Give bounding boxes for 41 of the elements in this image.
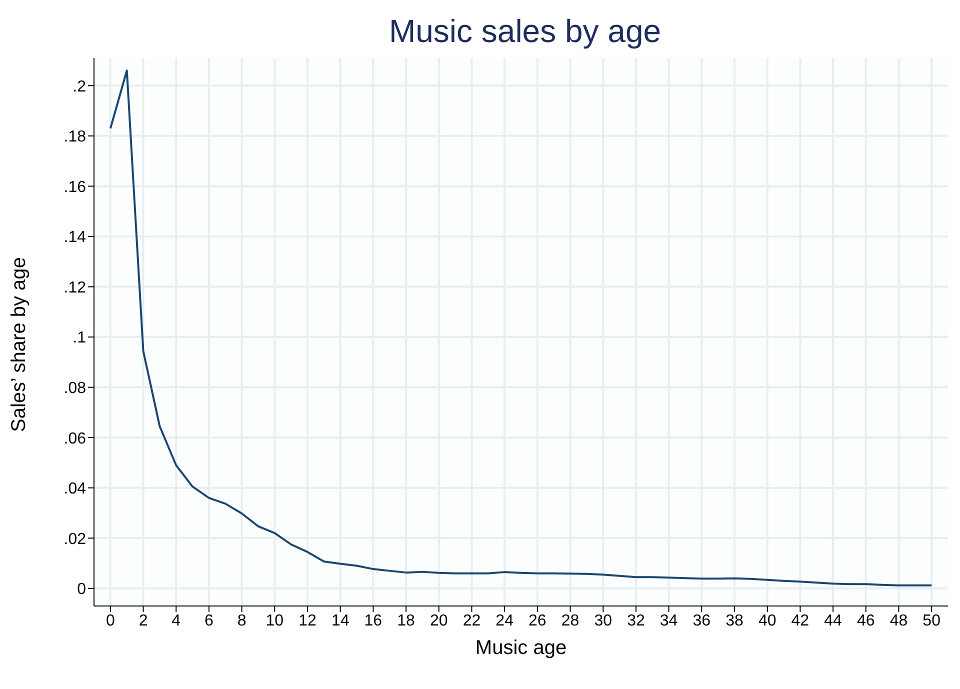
- x-tick-label: 30: [594, 612, 612, 630]
- y-tick-label: .18: [64, 128, 86, 146]
- y-tick-label: .06: [64, 430, 86, 448]
- x-axis-title: Music age: [475, 637, 567, 659]
- x-tick-label: 26: [528, 612, 546, 630]
- y-tick-label: .14: [64, 229, 86, 246]
- x-tick-label: 40: [758, 612, 776, 630]
- x-tick-label: 48: [890, 612, 908, 630]
- y-tick-label: .16: [64, 178, 86, 196]
- y-tick-label: .2: [72, 78, 86, 96]
- x-tick-label: 16: [364, 612, 382, 630]
- x-tick-label: 10: [266, 612, 284, 630]
- x-tick-label: 20: [430, 612, 448, 630]
- x-tick-label: 38: [726, 612, 744, 630]
- x-tick-label: 32: [627, 612, 645, 630]
- line-series: [109, 70, 933, 586]
- y-tick-label: .08: [64, 380, 86, 397]
- x-tick-label: 50: [922, 612, 941, 630]
- x-tick-label: 44: [824, 612, 842, 630]
- x-tick-label: 36: [692, 612, 711, 630]
- x-tick-label: 28: [561, 612, 580, 630]
- x-tick-label: 34: [660, 612, 678, 630]
- y-tick-label: .02: [64, 530, 86, 548]
- y-tick-label: .12: [64, 279, 86, 296]
- x-tick-label: 6: [204, 612, 214, 630]
- y-axis-title: Sales’ share by age: [8, 257, 30, 432]
- x-tick-label: 42: [791, 612, 810, 630]
- y-tick-label: 0: [77, 581, 86, 598]
- x-tick-label: 14: [331, 612, 350, 630]
- x-tick-label: 24: [496, 612, 514, 630]
- x-tick-label: 22: [462, 612, 481, 630]
- x-tick-label: 46: [856, 612, 875, 630]
- y-tick-label: .1: [72, 330, 86, 347]
- x-tick-label: 12: [298, 612, 316, 630]
- x-tick-label: 8: [237, 612, 246, 630]
- x-tick-label: 0: [106, 612, 115, 630]
- x-tick-label: 4: [172, 612, 181, 630]
- y-tick-label: .04: [64, 480, 86, 498]
- x-tick-label: 18: [397, 612, 416, 630]
- chart-title: Music sales by age: [388, 12, 662, 51]
- x-tick-label: 2: [138, 612, 148, 630]
